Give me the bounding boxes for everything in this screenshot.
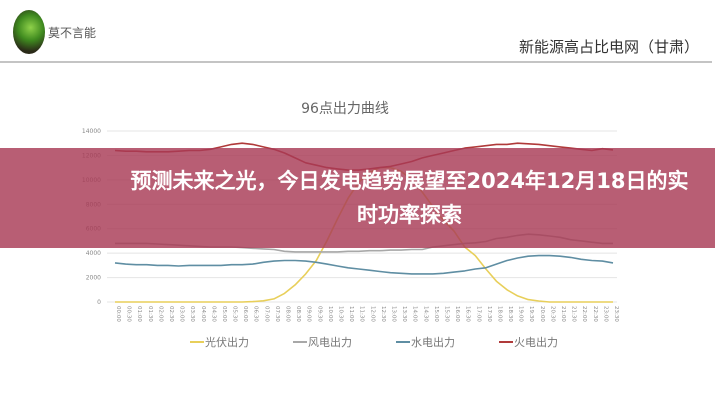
x-tick-label: 16:00 bbox=[454, 306, 460, 322]
x-tick-label: 20:30 bbox=[549, 306, 555, 322]
legend-label: 风电出力 bbox=[308, 335, 352, 349]
x-tick-label: 09:30 bbox=[316, 306, 322, 322]
x-tick-label: 18:00 bbox=[496, 306, 502, 322]
x-tick-label: 10:00 bbox=[327, 306, 333, 322]
x-tick-label: 22:30 bbox=[592, 306, 598, 322]
x-tick-label: 04:00 bbox=[200, 306, 206, 322]
x-tick-label: 13:00 bbox=[390, 306, 396, 322]
headline-text: 预测未来之光，今日发电趋势展望至2024年12月18日的实时功率探索 bbox=[130, 169, 689, 227]
x-tick-label: 12:00 bbox=[369, 306, 375, 322]
x-tick-label: 03:30 bbox=[189, 306, 195, 322]
x-tick-label: 17:00 bbox=[475, 306, 481, 322]
x-tick-label: 20:00 bbox=[539, 306, 545, 322]
headline-banner: 预测未来之光，今日发电趋势展望至2024年12月18日的实时功率探索 bbox=[0, 148, 715, 248]
x-tick-label: 15:00 bbox=[433, 306, 439, 322]
x-tick-label: 13:30 bbox=[401, 306, 407, 322]
y-tick-label: 0 bbox=[97, 299, 101, 306]
author-avatar bbox=[13, 10, 45, 54]
x-tick-label: 02:00 bbox=[157, 306, 163, 322]
x-tick-label: 23:00 bbox=[602, 306, 608, 322]
legend-label: 光伏出力 bbox=[205, 335, 249, 349]
x-tick-label: 14:00 bbox=[412, 306, 418, 322]
x-tick-label: 02:30 bbox=[168, 306, 174, 322]
x-tick-label: 17:30 bbox=[486, 306, 492, 322]
x-tick-label: 05:00 bbox=[221, 306, 227, 322]
x-tick-label: 22:00 bbox=[581, 306, 587, 322]
x-tick-label: 12:30 bbox=[380, 306, 386, 322]
site-title: 新能源高占比电网（甘肃） bbox=[518, 38, 699, 56]
x-tick-label: 06:00 bbox=[242, 306, 248, 322]
header-divider bbox=[0, 61, 712, 63]
x-tick-label: 07:30 bbox=[274, 306, 280, 322]
x-tick-label: 08:30 bbox=[295, 306, 301, 322]
x-tick-label: 21:00 bbox=[560, 306, 566, 322]
x-tick-label: 01:30 bbox=[147, 306, 153, 322]
x-tick-label: 05:30 bbox=[232, 306, 238, 322]
x-tick-label: 15:30 bbox=[443, 306, 449, 322]
x-tick-label: 06:30 bbox=[253, 306, 259, 322]
legend-label: 火电出力 bbox=[514, 335, 558, 349]
x-tick-label: 18:30 bbox=[507, 306, 513, 322]
legend-label: 水电出力 bbox=[411, 335, 455, 349]
x-tick-label: 08:00 bbox=[285, 306, 291, 322]
x-tick-label: 00:30 bbox=[126, 306, 132, 322]
x-tick-label: 21:30 bbox=[571, 306, 577, 322]
y-tick-label: 2000 bbox=[86, 275, 101, 282]
x-tick-label: 09:00 bbox=[306, 306, 312, 322]
x-tick-label: 19:30 bbox=[528, 306, 534, 322]
series-line-水电出力 bbox=[114, 254, 614, 275]
x-tick-label: 11:00 bbox=[348, 306, 354, 322]
x-tick-label: 10:30 bbox=[338, 306, 344, 322]
x-tick-label: 23:30 bbox=[613, 306, 619, 322]
x-tick-label: 04:30 bbox=[210, 306, 216, 322]
x-tick-label: 03:00 bbox=[179, 306, 185, 322]
x-tick-label: 14:30 bbox=[422, 306, 428, 322]
x-tick-label: 01:00 bbox=[136, 306, 142, 322]
x-tick-label: 07:00 bbox=[263, 306, 269, 322]
author-name: 莫不言能 bbox=[48, 26, 97, 40]
y-tick-label: 4000 bbox=[86, 250, 101, 257]
x-tick-label: 16:30 bbox=[465, 306, 471, 322]
x-tick-label: 19:00 bbox=[518, 306, 524, 322]
chart-title: 96点出力曲线 bbox=[301, 101, 389, 117]
x-tick-label: 00:00 bbox=[115, 306, 121, 322]
x-tick-label: 11:30 bbox=[359, 306, 365, 322]
y-tick-label: 14000 bbox=[82, 128, 101, 135]
